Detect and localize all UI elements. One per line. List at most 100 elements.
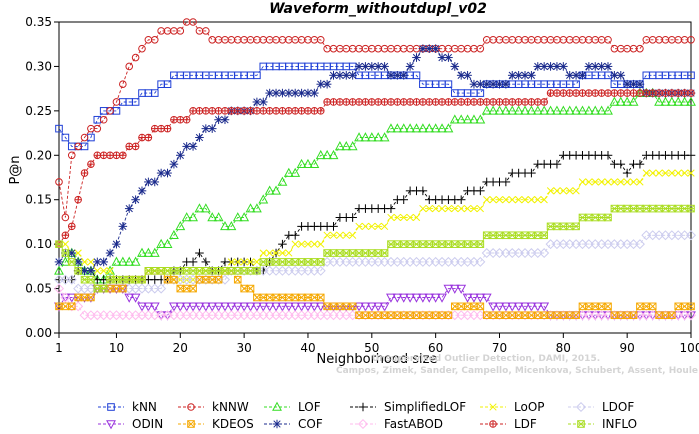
data-point xyxy=(475,256,486,267)
data-point xyxy=(291,293,300,302)
data-point xyxy=(168,302,179,312)
data-point xyxy=(297,240,306,248)
data-point xyxy=(80,133,89,142)
data-point xyxy=(226,302,237,312)
data-point xyxy=(450,240,459,248)
data-point xyxy=(398,293,409,303)
data-point xyxy=(278,107,287,115)
data-point xyxy=(207,124,217,133)
data-point xyxy=(444,311,453,320)
data-point xyxy=(494,105,505,115)
data-point xyxy=(578,89,587,97)
data-point xyxy=(131,195,140,205)
data-point xyxy=(393,240,402,248)
legend-label: INFLO xyxy=(602,417,637,431)
data-point xyxy=(316,35,325,44)
data-point xyxy=(272,293,280,302)
legend-label: kNNW xyxy=(212,400,249,414)
data-point xyxy=(285,107,293,115)
data-point xyxy=(137,186,147,196)
data-point xyxy=(99,257,108,267)
data-point xyxy=(259,249,267,257)
data-point xyxy=(425,240,434,248)
legend-marker xyxy=(187,420,195,428)
data-point xyxy=(93,151,102,160)
series-knnw xyxy=(55,18,695,222)
legend-marker xyxy=(107,403,115,411)
data-point xyxy=(202,107,210,115)
data-point xyxy=(195,248,204,258)
data-point xyxy=(489,196,497,204)
data-point xyxy=(328,149,339,160)
data-point xyxy=(622,168,632,178)
x-tick-label: 70 xyxy=(492,341,507,355)
data-point xyxy=(124,256,135,266)
data-point xyxy=(170,275,178,284)
data-point xyxy=(470,204,478,213)
data-point xyxy=(686,150,696,160)
data-point xyxy=(661,89,670,97)
data-point xyxy=(540,98,548,106)
data-point xyxy=(374,98,382,106)
data-point xyxy=(380,98,389,106)
data-point xyxy=(648,89,657,97)
data-point xyxy=(475,114,486,124)
data-point xyxy=(559,62,568,71)
data-point xyxy=(150,124,159,133)
watermark-citation: Unsupervised Outlier Detection, DAMI, 20… xyxy=(372,354,600,364)
data-point xyxy=(55,178,63,186)
data-point xyxy=(233,107,242,115)
data-point xyxy=(285,249,293,257)
data-point xyxy=(380,222,389,231)
data-point xyxy=(112,98,121,106)
data-point xyxy=(105,265,116,275)
data-point xyxy=(399,98,408,106)
data-point xyxy=(315,265,326,276)
data-point xyxy=(189,284,197,293)
data-point xyxy=(636,178,644,186)
data-point xyxy=(156,283,167,294)
data-point xyxy=(513,302,524,312)
data-point xyxy=(604,213,612,222)
data-point xyxy=(182,267,191,275)
data-point xyxy=(456,195,466,205)
data-point xyxy=(207,302,218,312)
data-point xyxy=(329,249,338,257)
legend-label: LDOF xyxy=(602,400,634,414)
data-point xyxy=(532,302,543,312)
data-point xyxy=(119,151,127,160)
y-tick-label: 0.35 xyxy=(25,15,52,29)
data-point xyxy=(411,293,422,303)
data-point xyxy=(476,98,485,106)
data-point xyxy=(411,123,422,133)
data-point xyxy=(572,89,580,97)
data-point xyxy=(60,293,71,303)
data-point xyxy=(323,98,331,106)
data-point xyxy=(106,151,114,160)
data-point xyxy=(636,204,644,213)
data-point xyxy=(502,231,510,240)
data-point xyxy=(431,204,440,213)
data-point xyxy=(635,79,645,89)
data-point xyxy=(227,267,236,275)
data-point xyxy=(578,71,587,80)
data-point xyxy=(558,105,569,115)
data-point xyxy=(189,107,197,115)
data-point xyxy=(315,149,326,160)
data-point xyxy=(501,79,511,89)
data-point xyxy=(265,107,274,115)
data-point xyxy=(604,89,612,97)
data-point xyxy=(603,62,613,71)
data-point xyxy=(481,293,492,303)
x-tick-label: 20 xyxy=(173,341,188,355)
data-point xyxy=(463,204,472,213)
data-point xyxy=(335,71,345,80)
data-point xyxy=(99,151,108,160)
data-point xyxy=(176,115,185,124)
data-point xyxy=(283,167,294,177)
data-point xyxy=(181,212,192,222)
data-point xyxy=(674,89,683,97)
data-point xyxy=(304,258,312,266)
data-point xyxy=(419,204,427,213)
data-point xyxy=(444,98,453,106)
